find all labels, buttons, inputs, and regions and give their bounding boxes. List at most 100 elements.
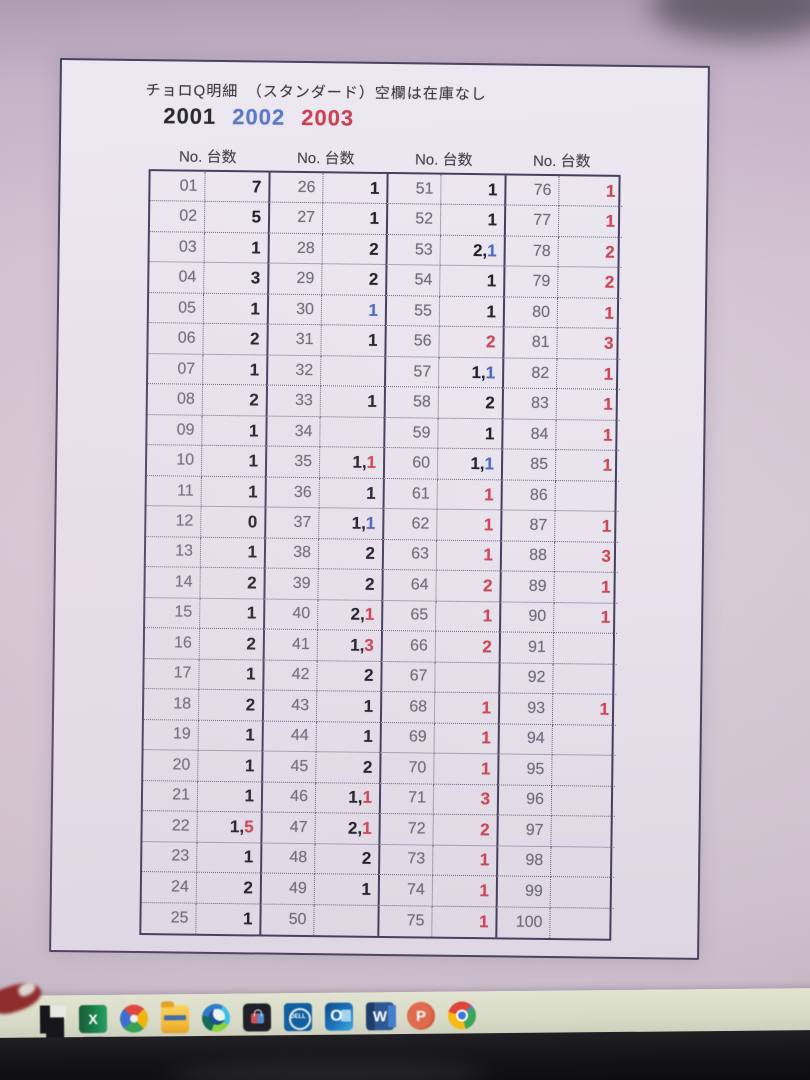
row-number-cell: 47 [260,812,316,844]
row-number-cell: 01 [150,171,206,203]
quantity-cell: 1 [434,723,498,755]
row-number-cell: 75 [377,905,433,937]
quantity-value: 1 [242,909,253,929]
row-number-cell: 13 [145,536,202,568]
quantity-cell: 1 [319,478,383,510]
powerpoint-icon[interactable]: P [406,1001,436,1031]
quantity-value: 1 [604,303,615,323]
row-number-cell: 16 [144,628,201,660]
quantity-value: 2 [243,878,253,898]
quantity-value: 1 [245,725,255,745]
quantity-cell: 5 [204,202,269,234]
quantity-value: 2 [604,272,615,292]
quantity-value: 2 [482,637,492,657]
row-number-cell: 59 [383,417,439,449]
quantity-cell: 1 [196,903,259,934]
quantity-value: 1 [363,696,374,716]
row-number-cell: 84 [501,419,557,451]
quantity-cell: 2 [322,264,386,296]
edge-icon[interactable] [201,1003,231,1032]
row-number-cell: 99 [495,876,552,908]
quantity-cell: 2 [316,752,380,784]
quantity-cell: 2 [200,567,264,600]
row-number-cell: 04 [149,262,205,294]
quantity-value: 3 [601,547,612,567]
row-number-cell: 95 [497,754,553,786]
photos-icon[interactable] [119,1004,149,1033]
quantity-cell: 2 [203,324,267,356]
quantity-value: 1 [245,664,256,684]
chrome-icon[interactable] [447,1001,477,1030]
quantity-value: 1 [605,211,616,231]
quantity-value: 1, [348,787,363,808]
excel-icon[interactable]: X [78,1004,108,1034]
row-number-cell: 28 [267,233,323,265]
explorer-icon[interactable] [160,1005,190,1034]
quantity-cell: 1 [555,511,619,543]
quantity-cell [553,633,618,665]
quantity-value: 2 [361,849,372,869]
row-number-cell: 44 [261,721,317,753]
quantity-cell: 1 [552,694,617,726]
row-number-cell: 34 [265,416,321,448]
quantity-cell [320,417,384,449]
row-number-cell: 87 [500,510,556,542]
quantity-cell: 1 [557,298,622,330]
row-number-cell: 54 [385,265,441,297]
page-title: チョロQ明細 （スタンダード）空欄は在庫なし [145,82,487,104]
row-number-cell: 33 [265,385,322,418]
row-number-cell: 91 [498,632,555,664]
row-number-cell: 41 [262,629,319,661]
quantity-value: 2 [368,269,379,290]
quantity-value: 2 [485,332,496,352]
row-number-cell: 39 [263,568,319,600]
row-number-cell: 52 [385,204,442,236]
quantity-value: 1 [246,603,257,623]
dell-icon[interactable]: DELL [283,1002,313,1032]
row-number-cell: 76 [504,175,560,207]
row-number-cell: 71 [378,783,435,815]
quantity-value: 1 [605,181,616,201]
row-number-cell: 12 [146,506,202,538]
row-number-cell: 25 [141,902,197,934]
quantity-value: 2 [483,576,493,596]
row-number-cell: 37 [264,507,320,539]
quantity-cell: 1 [197,842,261,874]
row-number-cell: 70 [379,753,435,785]
quantity-cell [555,480,619,513]
quantity-value: 1 [600,608,611,628]
quantity-value: 1 [603,394,613,414]
word-icon-letter: W [372,1007,388,1025]
quantity-value: 1 [483,515,494,535]
quantity-value: 2 [369,239,379,259]
quantity-cell: 2 [202,385,267,417]
column-header-row: No. 台数 No. 台数 No. 台数 No. 台数 [149,145,621,172]
quantity-cell: 1 [555,450,620,482]
word-icon[interactable]: W [365,1002,395,1031]
row-number-cell: 36 [264,477,320,509]
row-number-cell: 57 [384,356,440,389]
quantity-value: 1, [471,362,486,382]
row-number-cell: 35 [264,446,321,479]
row-number-cell: 29 [267,263,323,296]
quantity-cell: 1 [197,781,262,813]
quantity-cell: 1 [439,296,504,328]
quantity-cell: 1 [321,325,385,357]
row-number-cell: 15 [145,597,201,629]
quantity-cell: 1 [432,875,497,907]
row-number-cell: 93 [497,693,554,725]
quantity-cell: 2 [439,327,503,359]
quantity-cell: 1 [198,720,262,752]
outlook-icon[interactable]: O [324,1002,354,1031]
quantity-value: 2 [485,393,495,413]
powerpoint-icon-letter: P [415,1007,427,1025]
row-number-cell: 81 [502,327,558,359]
quantity-value: 1 [481,728,491,748]
quantity-value: 1 [478,911,489,932]
quantity-cell [550,908,613,939]
row-number-cell: 77 [503,205,560,238]
row-number-cell: 05 [148,293,205,325]
store-icon[interactable] [242,1003,272,1032]
quantity-cell: 2 [322,234,386,266]
quantity-cell: 1 [434,692,499,725]
